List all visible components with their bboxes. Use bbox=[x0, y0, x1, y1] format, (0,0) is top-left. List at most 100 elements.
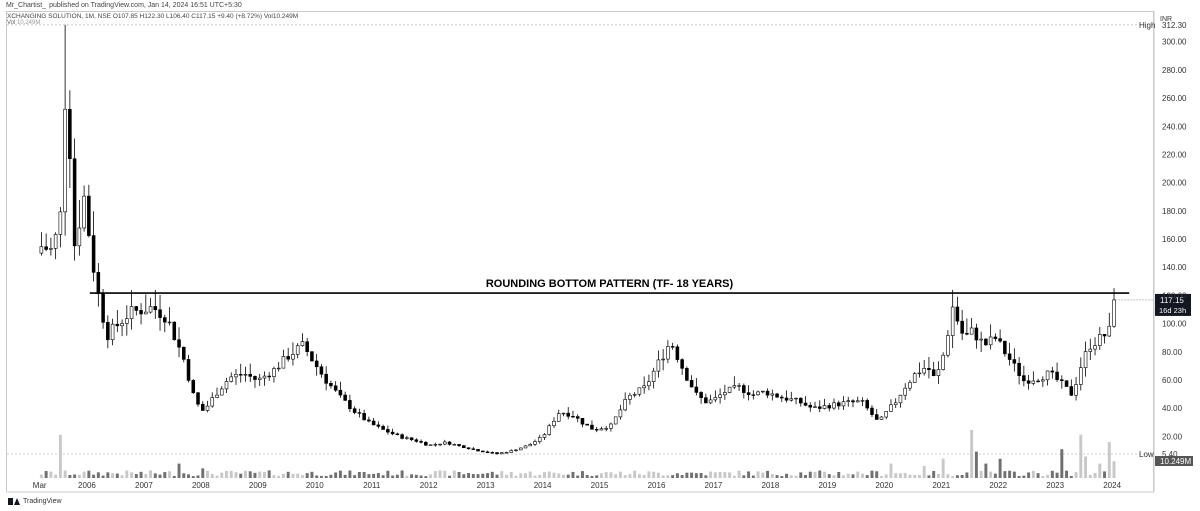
volume-bar bbox=[54, 474, 58, 478]
candle-body bbox=[500, 452, 504, 455]
volume-bar bbox=[168, 471, 172, 478]
volume-bar bbox=[922, 466, 926, 478]
candle-body bbox=[860, 400, 865, 402]
volume-bar bbox=[699, 473, 703, 478]
volume-bar bbox=[433, 471, 437, 478]
time-tick-label: 2014 bbox=[534, 481, 552, 490]
candle-body bbox=[58, 211, 63, 235]
volume-bar bbox=[139, 471, 143, 478]
candle-body bbox=[865, 400, 869, 409]
candle-body bbox=[585, 423, 589, 426]
candle-body bbox=[139, 310, 143, 315]
candle-body bbox=[110, 323, 115, 341]
candle-body bbox=[599, 428, 604, 431]
volume-bar bbox=[998, 458, 1002, 478]
volume-bar bbox=[410, 474, 414, 478]
candle-body bbox=[851, 400, 855, 403]
candle-body bbox=[172, 321, 177, 340]
candle-body bbox=[561, 412, 566, 415]
volume-bar bbox=[1012, 471, 1016, 478]
time-axis: Mar 2006 2007 2008 2009 2010 2011 2012 2013 2014 2… bbox=[33, 481, 1122, 490]
candle-body bbox=[386, 429, 390, 433]
candle-body bbox=[381, 426, 385, 430]
candle-body bbox=[96, 272, 101, 294]
candle-body bbox=[229, 376, 234, 382]
volume-bar bbox=[277, 475, 281, 478]
price-tick-label: 60.00 bbox=[1162, 376, 1183, 385]
candle-body bbox=[794, 397, 798, 400]
volume-bar bbox=[647, 471, 651, 478]
candle-body bbox=[400, 434, 404, 439]
candle-body bbox=[300, 341, 305, 347]
volume-bar bbox=[315, 475, 319, 478]
volume-bar bbox=[44, 471, 48, 478]
candle-body bbox=[153, 306, 158, 311]
candle-body bbox=[680, 359, 684, 369]
volume-bar bbox=[628, 474, 632, 478]
volume-bar bbox=[979, 471, 983, 478]
volume-bar bbox=[1112, 461, 1116, 478]
volume-bar bbox=[756, 471, 760, 478]
candle-body bbox=[846, 400, 851, 402]
volume-bar bbox=[172, 475, 176, 478]
volume-bar bbox=[319, 475, 323, 478]
candle-body bbox=[628, 394, 632, 400]
candle-body bbox=[917, 372, 922, 375]
candle-body bbox=[832, 402, 836, 409]
candle-body bbox=[1022, 375, 1026, 382]
candle-body bbox=[874, 414, 879, 420]
candle-body bbox=[504, 452, 509, 454]
volume-bar bbox=[262, 471, 266, 478]
candle-body bbox=[343, 394, 347, 401]
volume-bar bbox=[1074, 472, 1078, 478]
volume-bar bbox=[338, 470, 342, 478]
candle-body bbox=[262, 375, 267, 379]
candle-body bbox=[452, 444, 457, 446]
candle-body bbox=[362, 413, 366, 421]
candle-body bbox=[618, 409, 623, 418]
volume-bar bbox=[889, 463, 893, 478]
candle-body bbox=[841, 401, 846, 407]
candle-body bbox=[167, 321, 172, 324]
candle-body bbox=[789, 398, 794, 401]
volume-bar bbox=[851, 474, 855, 478]
legend-open: O107.85 bbox=[112, 13, 138, 20]
volume-bar bbox=[685, 472, 689, 478]
volume-bar bbox=[182, 473, 186, 478]
candle-body bbox=[495, 452, 499, 455]
author-name[interactable]: Mr_Chartist_ bbox=[6, 2, 47, 9]
candle-body bbox=[63, 108, 67, 213]
candle-body bbox=[556, 413, 561, 422]
volume-bar bbox=[913, 474, 917, 478]
volume-bar bbox=[680, 475, 684, 478]
volume-indicator-label[interactable]: Vol bbox=[7, 20, 16, 26]
footer-brand[interactable]: TradingView bbox=[23, 498, 62, 505]
volume-bar bbox=[471, 474, 475, 478]
candle-body bbox=[1017, 362, 1021, 376]
candle-body bbox=[191, 380, 196, 394]
volume-bar bbox=[908, 474, 912, 478]
volume-bar bbox=[220, 472, 224, 478]
volume-bar bbox=[467, 473, 471, 478]
candle-body bbox=[44, 246, 48, 250]
candle-body bbox=[984, 338, 988, 346]
candle-body bbox=[666, 346, 670, 360]
candle-body bbox=[547, 425, 552, 435]
low-marker-label: Low bbox=[1139, 450, 1154, 459]
volume-bar bbox=[618, 471, 622, 478]
legend-symbol[interactable]: XCHANGING SOLUTION, 1M, NSE bbox=[7, 13, 112, 20]
candle-body bbox=[993, 336, 998, 339]
candle-body bbox=[509, 450, 514, 453]
volume-bar bbox=[751, 475, 755, 478]
candle-body bbox=[148, 306, 153, 313]
volume-bar bbox=[1050, 470, 1054, 478]
candle-body bbox=[348, 400, 352, 410]
candle-body bbox=[775, 393, 779, 398]
volume-bar bbox=[637, 474, 641, 478]
volume-bar bbox=[557, 473, 561, 478]
volume-bar bbox=[77, 474, 81, 478]
volume-bar bbox=[761, 472, 765, 478]
time-tick-label: 2022 bbox=[989, 481, 1007, 490]
volume-bar bbox=[965, 472, 969, 478]
